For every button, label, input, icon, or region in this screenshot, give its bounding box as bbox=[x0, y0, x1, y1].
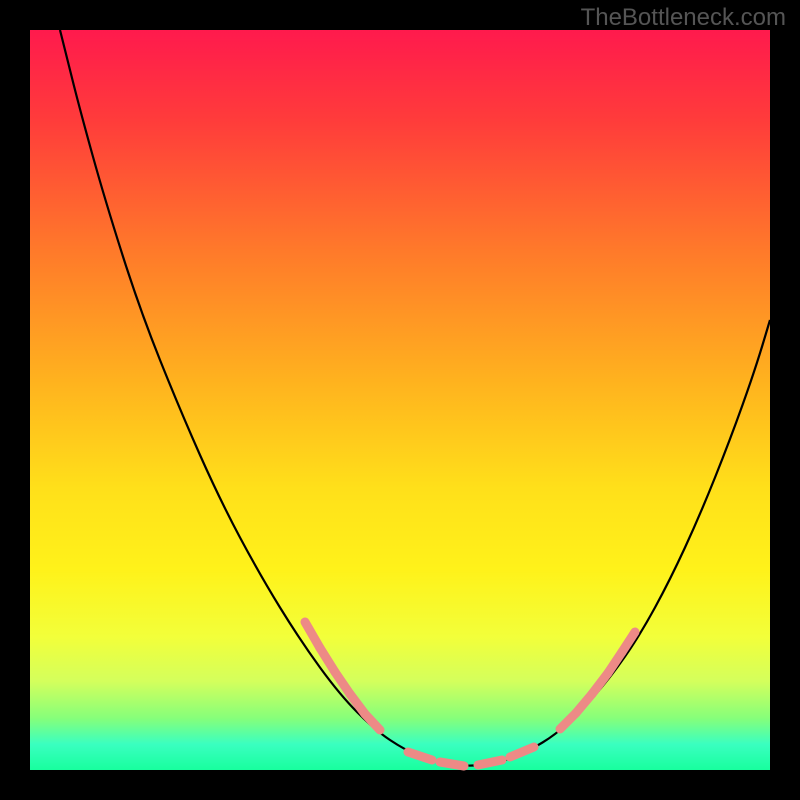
marker-dash bbox=[478, 760, 502, 765]
plot-background bbox=[30, 30, 770, 770]
bottleneck-chart bbox=[0, 0, 800, 800]
marker-dash bbox=[440, 762, 464, 766]
watermark-text: TheBottleneck.com bbox=[581, 4, 786, 32]
chart-container: TheBottleneck.com bbox=[0, 0, 800, 800]
